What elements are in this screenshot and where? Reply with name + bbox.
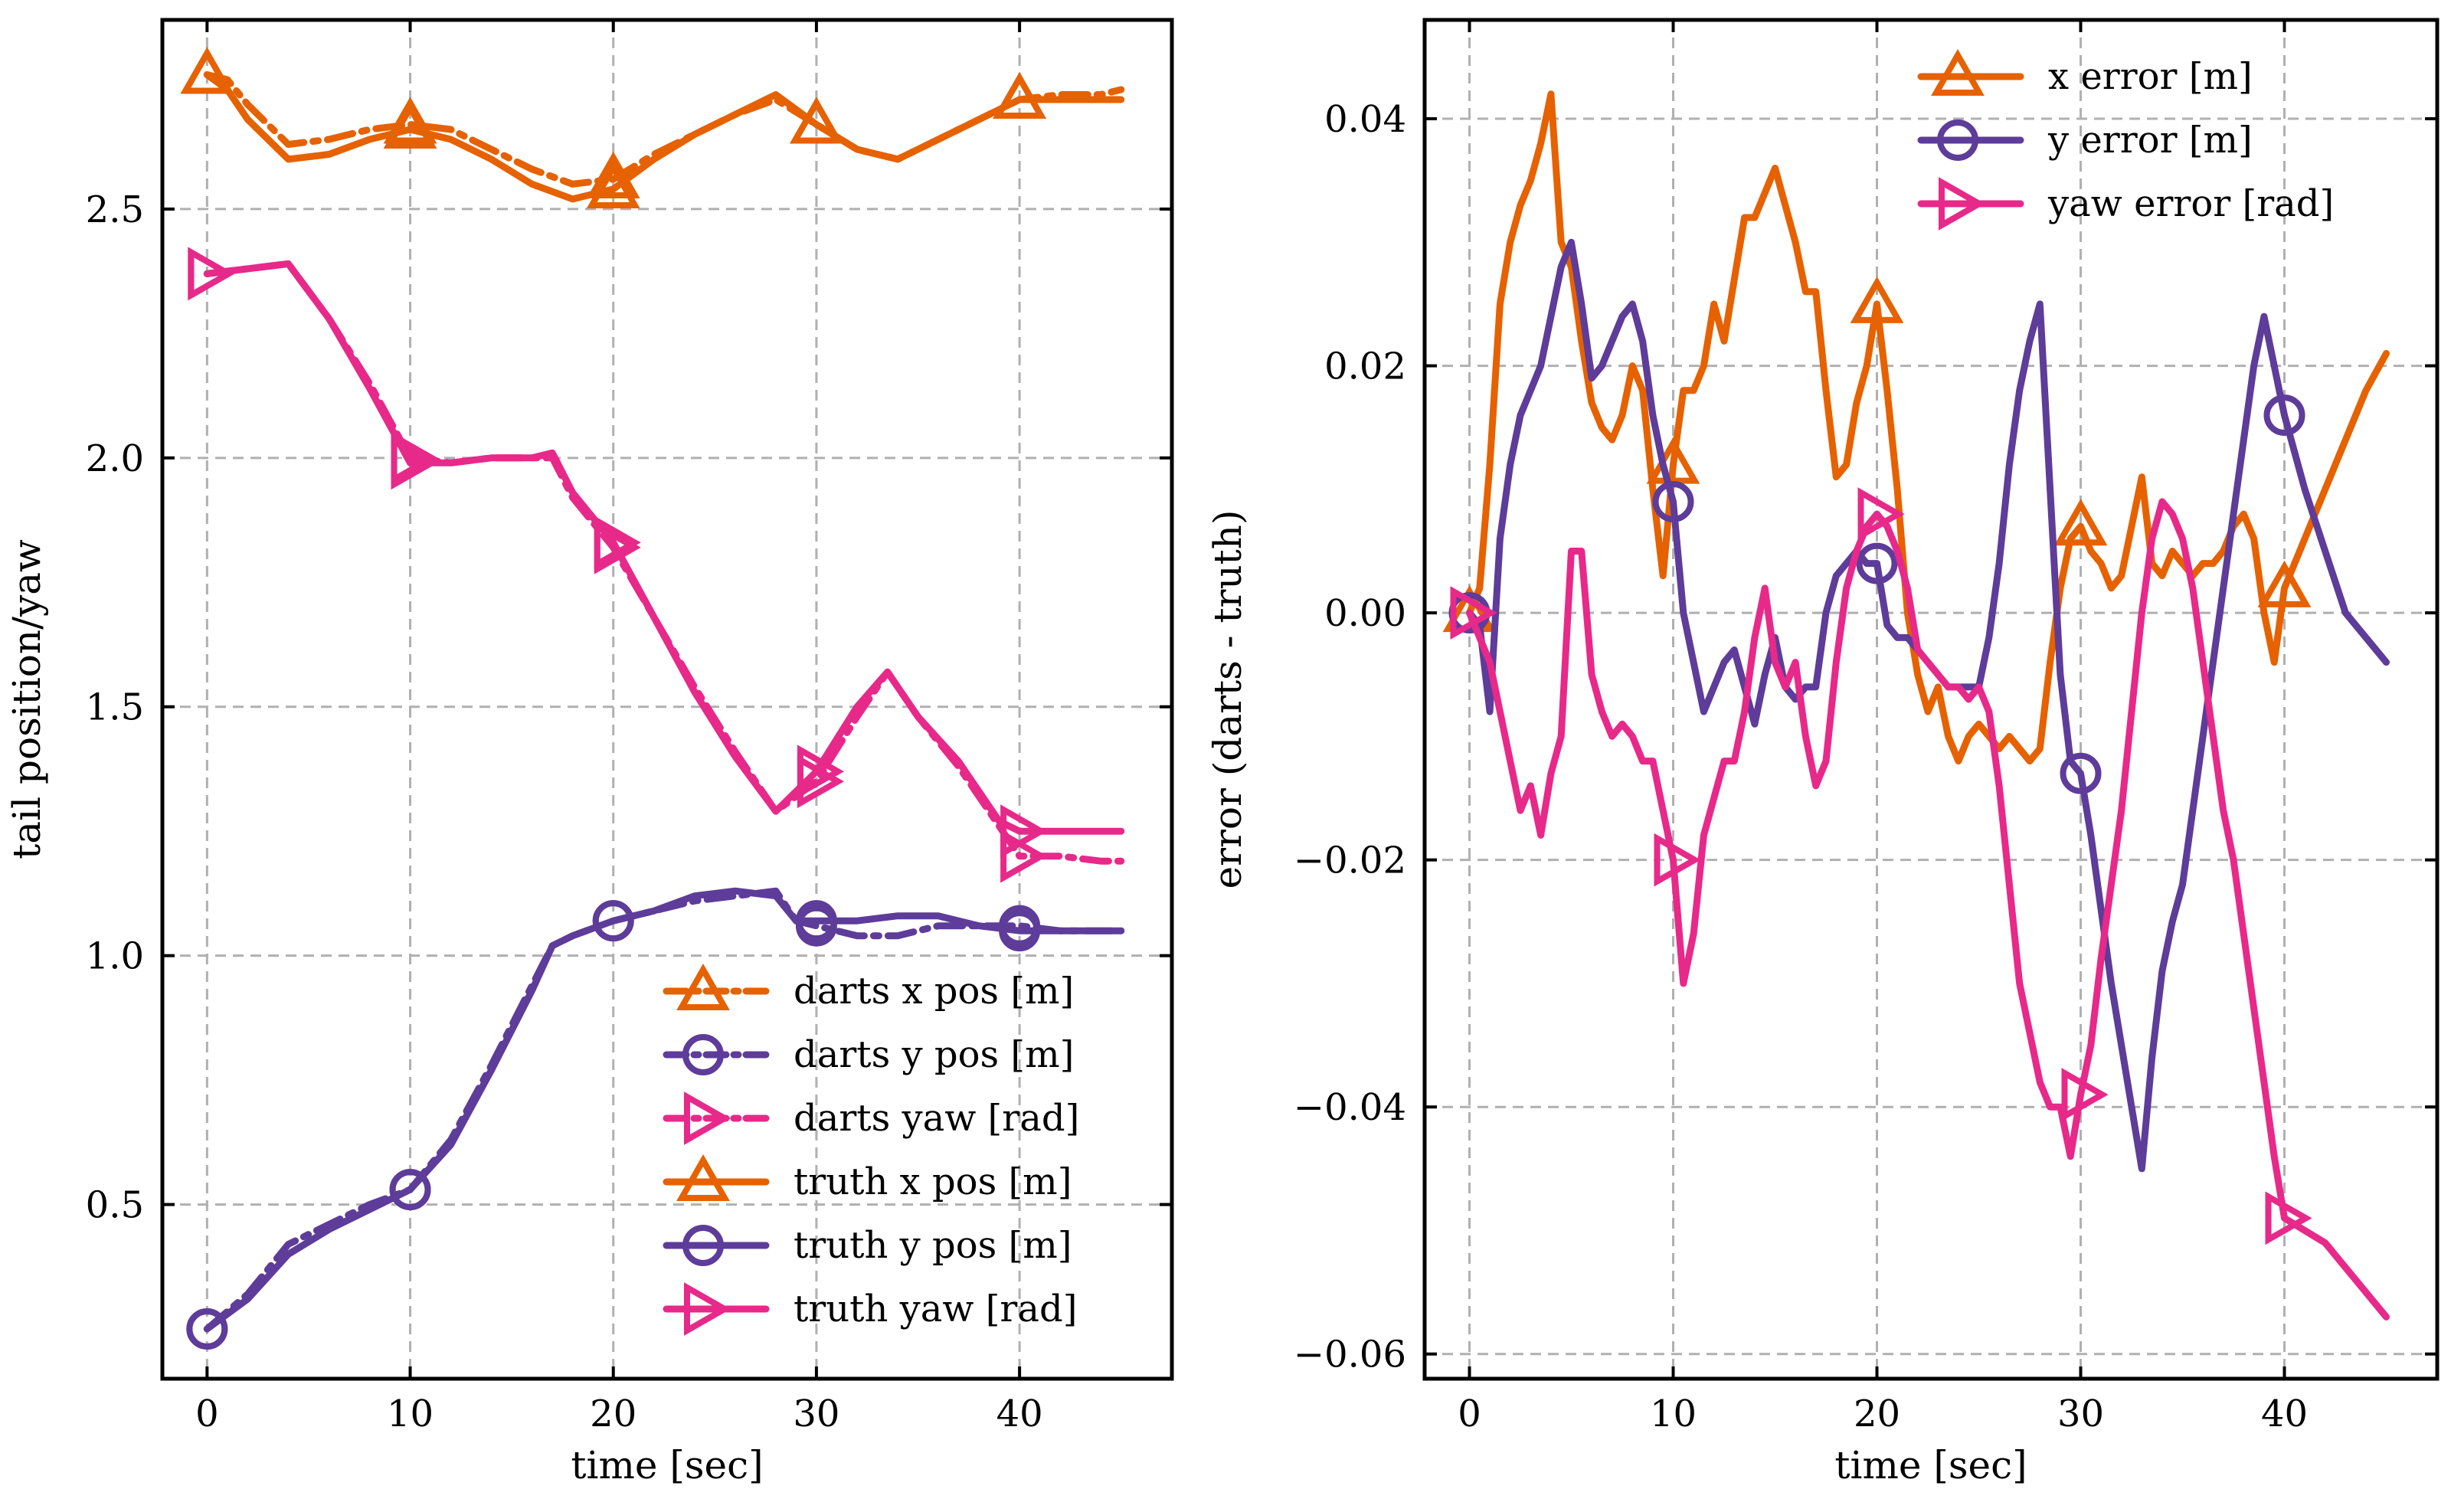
data-point-marker xyxy=(186,1308,228,1350)
data-point-marker xyxy=(188,247,235,301)
data-point-marker xyxy=(993,71,1046,119)
data-point-marker xyxy=(1850,276,1904,323)
data-point-marker xyxy=(586,161,640,208)
data-point-marker xyxy=(795,900,837,942)
data-point-marker xyxy=(592,900,634,942)
data-point-marker xyxy=(797,745,844,799)
legend-label: darts yaw [rad] xyxy=(794,1097,1079,1140)
series-group xyxy=(180,47,1125,1350)
data-point-marker xyxy=(1856,542,1898,584)
y-tick-label: −0.06 xyxy=(1294,1334,1406,1376)
x-tick-label: 40 xyxy=(996,1393,1043,1435)
x-tick-label: 20 xyxy=(590,1393,636,1435)
legend-marker xyxy=(676,963,730,1010)
grid xyxy=(1425,20,2437,1379)
series-line xyxy=(1466,498,2390,1321)
x-tick-label: 0 xyxy=(195,1393,219,1435)
y-tick-label: 0.04 xyxy=(1324,98,1406,141)
legend-label: yaw error [rad] xyxy=(2047,182,2334,225)
ticks: 0 10 20 30 40 0.5 1.0 1.5 2.0 2.5 xyxy=(86,20,1172,1435)
y-axis-label: tail position/yaw xyxy=(5,539,49,859)
data-point-marker xyxy=(389,1169,431,1211)
series-group xyxy=(1442,90,2390,1321)
y-tick-label: −0.04 xyxy=(1294,1086,1406,1129)
data-point-marker xyxy=(2265,1191,2312,1245)
legend-marker xyxy=(684,1091,731,1145)
data-point-marker xyxy=(2053,499,2108,546)
plot-frame xyxy=(1422,18,2440,1381)
data-point-marker xyxy=(790,97,843,144)
data-point-marker xyxy=(391,436,438,490)
data-point-marker xyxy=(1450,586,1497,640)
data-point-marker xyxy=(2257,560,2312,607)
legend-label: y error [m] xyxy=(2047,119,2253,162)
legend-marker xyxy=(1937,119,1978,161)
data-point-marker xyxy=(2060,752,2102,794)
plot-frame xyxy=(160,18,1174,1381)
data-point-marker xyxy=(1000,804,1048,859)
legend-marker xyxy=(682,1225,724,1266)
y-axis-label: error (darts - truth) xyxy=(1206,510,1250,889)
y-tick-label: 2.5 xyxy=(86,188,144,231)
ticks: 0 10 20 30 40 −0.06 −0.04 −0.02 0.00 0.02 0.04 xyxy=(1294,20,2437,1435)
series-line xyxy=(1466,238,2390,1173)
series-line xyxy=(203,260,1125,865)
error-panel: 0 10 20 30 40 −0.06 −0.04 −0.02 0.00 0.02 0.04 time… xyxy=(1206,18,2440,1487)
x-axis-label: time [sec] xyxy=(1834,1443,2027,1487)
legend-label: x error [m] xyxy=(2048,55,2253,98)
data-point-marker xyxy=(1652,480,1694,522)
data-point-marker xyxy=(999,910,1041,952)
data-point-marker xyxy=(586,151,640,198)
y-tick-label: 1.0 xyxy=(86,935,144,978)
y-tick-label: 1.5 xyxy=(86,686,144,729)
legend: x error [m] y error [m] yaw error [rad] xyxy=(1917,48,2334,231)
legend-label: darts x pos [m] xyxy=(794,970,1074,1013)
x-tick-label: 30 xyxy=(2057,1393,2104,1435)
data-point-marker xyxy=(383,101,437,149)
series-line xyxy=(203,71,1125,188)
data-point-marker xyxy=(594,515,641,570)
x-tick-label: 20 xyxy=(1854,1393,1900,1435)
x-tick-label: 10 xyxy=(1650,1393,1697,1435)
legend-marker xyxy=(682,1034,724,1075)
legend-marker xyxy=(684,1282,731,1336)
legend-label: darts y pos [m] xyxy=(794,1033,1074,1076)
data-point-marker xyxy=(2263,394,2305,437)
legend-label: truth yaw [rad] xyxy=(794,1288,1077,1330)
legend-marker xyxy=(676,1154,730,1201)
legend-label: truth y pos [m] xyxy=(794,1224,1072,1267)
grid xyxy=(162,20,1172,1379)
x-tick-label: 10 xyxy=(387,1393,434,1435)
legend-marker xyxy=(1931,48,1985,96)
y-tick-label: 0.02 xyxy=(1324,345,1406,388)
data-point-marker xyxy=(2061,1068,2109,1121)
data-point-marker xyxy=(1857,487,1905,541)
data-point-marker xyxy=(180,47,234,94)
x-tick-label: 30 xyxy=(793,1393,839,1435)
legend-label: truth x pos [m] xyxy=(794,1160,1072,1203)
y-tick-label: 0.5 xyxy=(86,1184,144,1227)
legend: darts x pos [m] darts y pos [m] darts yaw … xyxy=(663,963,1079,1336)
series-line xyxy=(203,887,1125,1333)
x-tick-label: 40 xyxy=(2261,1393,2308,1435)
data-point-marker xyxy=(1654,833,1701,887)
x-tick-label: 0 xyxy=(1458,1393,1481,1435)
legend-marker xyxy=(1939,177,1986,231)
position-panel: 0 10 20 30 40 0.5 1.0 1.5 2.0 2.5 time [sec] tail p… xyxy=(5,18,1174,1487)
x-axis-label: time [sec] xyxy=(571,1443,763,1487)
y-tick-label: −0.02 xyxy=(1294,839,1406,882)
y-tick-label: 2.0 xyxy=(86,437,144,480)
series-line xyxy=(203,260,1125,835)
series-line xyxy=(203,71,1125,203)
y-tick-label: 0.00 xyxy=(1324,592,1406,635)
